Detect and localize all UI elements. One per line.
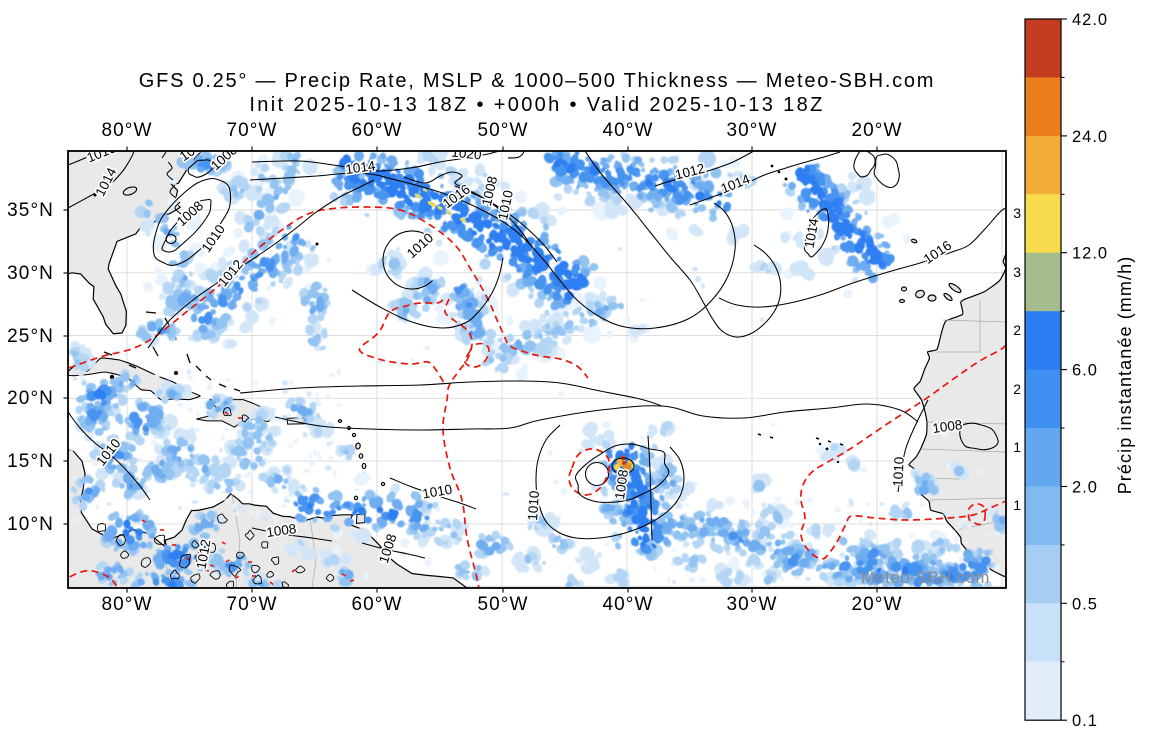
svg-text:1010: 1010 [525, 490, 542, 521]
svg-text:3: 3 [1013, 264, 1021, 280]
svg-text:20°W: 20°W [851, 120, 902, 141]
svg-text:50°W: 50°W [477, 594, 528, 615]
svg-text:15°N: 15°N [7, 451, 54, 472]
svg-text:Meteo-SBH.com: Meteo-SBH.com [861, 569, 990, 587]
svg-text:35°N: 35°N [7, 200, 54, 221]
svg-text:6.0: 6.0 [1072, 362, 1098, 380]
svg-text:70°W: 70°W [226, 120, 277, 141]
svg-text:42.0: 42.0 [1072, 11, 1108, 29]
svg-text:20°N: 20°N [7, 388, 54, 409]
svg-text:1010: 1010 [890, 456, 907, 487]
svg-text:12.0: 12.0 [1072, 245, 1108, 263]
svg-text:80°W: 80°W [101, 594, 152, 615]
svg-text:50°W: 50°W [477, 120, 528, 141]
svg-text:3: 3 [1013, 205, 1021, 221]
svg-text:30°W: 30°W [726, 120, 777, 141]
svg-text:70°W: 70°W [226, 594, 277, 615]
svg-text:40°W: 40°W [602, 120, 653, 141]
svg-text:60°W: 60°W [351, 120, 402, 141]
svg-text:25°N: 25°N [7, 326, 54, 347]
svg-text:0.5: 0.5 [1072, 595, 1098, 613]
svg-text:60°W: 60°W [351, 594, 402, 615]
svg-text:0.1: 0.1 [1072, 712, 1098, 730]
svg-text:40°W: 40°W [602, 594, 653, 615]
svg-text:Précip instantanée (mm/h): Précip instantanée (mm/h) [1115, 256, 1135, 495]
svg-text:2.0: 2.0 [1072, 479, 1098, 497]
svg-text:1: 1 [1013, 439, 1021, 455]
svg-text:20°W: 20°W [851, 594, 902, 615]
svg-text:2: 2 [1013, 322, 1021, 338]
svg-text:10°N: 10°N [7, 514, 54, 535]
svg-text:30°N: 30°N [7, 263, 54, 284]
svg-text:24.0: 24.0 [1072, 128, 1108, 146]
svg-text:80°W: 80°W [101, 120, 152, 141]
svg-text:2: 2 [1013, 381, 1021, 397]
svg-text:30°W: 30°W [726, 594, 777, 615]
svg-text:1: 1 [1013, 497, 1021, 513]
